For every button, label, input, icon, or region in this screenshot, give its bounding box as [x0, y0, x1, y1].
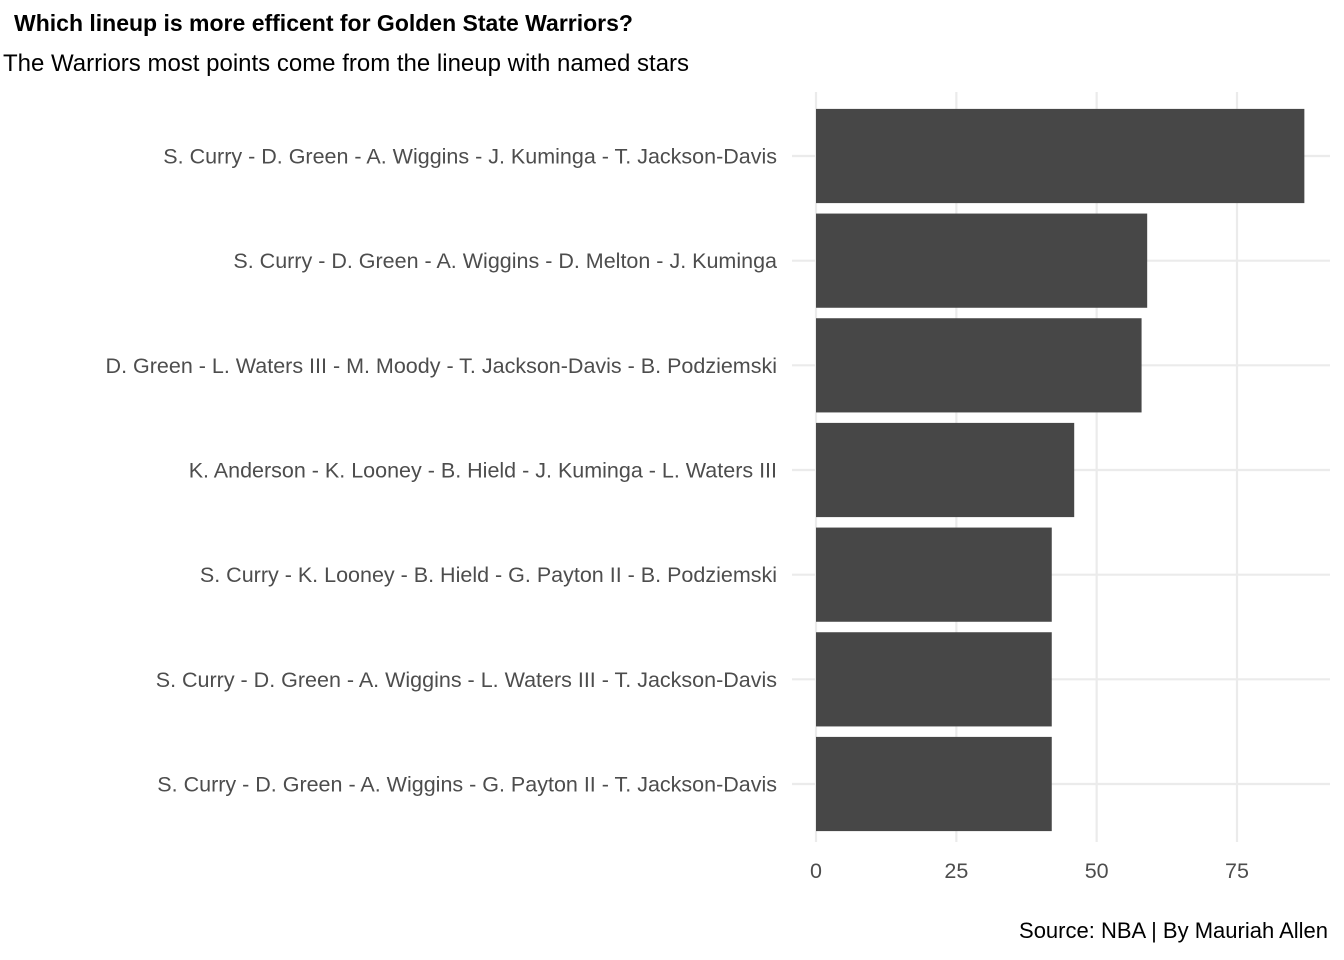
y-tick-label: S. Curry - D. Green - A. Wiggins - D. Me…: [233, 249, 777, 273]
x-tick-label: 0: [810, 859, 822, 883]
y-tick-label: S. Curry - K. Looney - B. Hield - G. Pay…: [200, 563, 777, 587]
bar: [816, 318, 1142, 413]
bar: [816, 632, 1052, 727]
bar: [816, 108, 1305, 204]
y-tick-label: S. Curry - D. Green - A. Wiggins - L. Wa…: [156, 668, 777, 692]
y-tick-label: K. Anderson - K. Looney - B. Hield - J. …: [189, 459, 777, 483]
y-tick-label: S. Curry - D. Green - A. Wiggins - J. Ku…: [163, 145, 777, 169]
x-tick-label: 50: [1085, 859, 1109, 883]
chart-subtitle: The Warriors most points come from the l…: [3, 50, 690, 77]
chart-caption: Source: NBA | By Mauriah Allen: [1019, 918, 1328, 943]
bar: [816, 422, 1075, 518]
y-tick-label: D. Green - L. Waters III - M. Moody - T.…: [106, 354, 777, 378]
x-tick-label: 75: [1225, 859, 1249, 883]
bar: [816, 213, 1148, 308]
bar: [816, 736, 1052, 832]
bar: [816, 527, 1052, 622]
x-axis-ticks: 0 25 50 75: [810, 859, 1249, 883]
y-tick-label: S. Curry - D. Green - A. Wiggins - G. Pa…: [157, 773, 777, 797]
y-axis-labels: S. Curry - D. Green - A. Wiggins - J. Ku…: [106, 145, 777, 797]
x-tick-label: 25: [944, 859, 968, 883]
chart-title: Which lineup is more efficent for Golden…: [14, 10, 633, 36]
bars: [816, 108, 1305, 832]
